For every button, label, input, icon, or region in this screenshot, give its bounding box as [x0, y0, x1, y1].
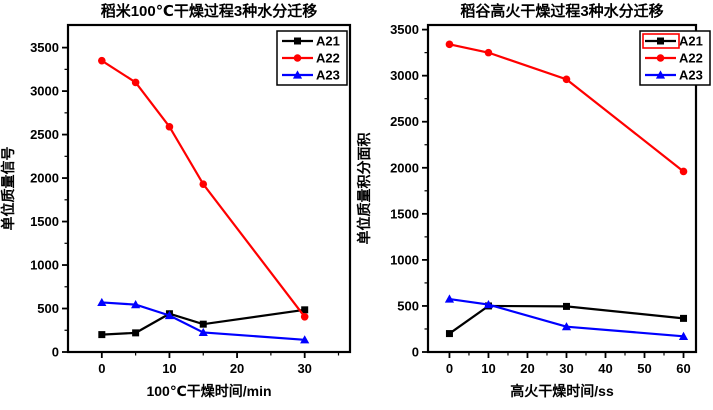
- x-tick-label: 60: [676, 361, 690, 376]
- y-tick-label: 500: [37, 301, 59, 316]
- series-line-A22: [101, 59, 306, 318]
- y-tick-label: 1500: [30, 214, 59, 229]
- marker-circle: [300, 312, 309, 321]
- series-line-A22: [449, 43, 685, 173]
- y-tick-label: 2000: [390, 160, 419, 175]
- marker-triangle: [131, 300, 141, 309]
- marker-circle: [165, 122, 174, 131]
- x-axis-label: 高火干燥时间/ss: [510, 383, 614, 399]
- series-A21: [445, 302, 688, 338]
- marker-triangle: [483, 299, 494, 309]
- legend: A21 A22 A23: [276, 30, 348, 86]
- x-tick-label: 30: [297, 361, 311, 376]
- marker-circle: [293, 54, 302, 62]
- marker-circle: [679, 167, 688, 176]
- marker-circle: [445, 40, 454, 49]
- legend-label-A22: A22: [316, 51, 340, 66]
- series-line-A21: [448, 304, 684, 335]
- legend-entry-A23: A23: [645, 68, 703, 83]
- y-tick-label: 2500: [30, 127, 59, 142]
- chart-panel-right: 稻谷高火干燥过程3种水分迁移 0 10 20 30 40 50 60 0 500 1000 1500 2…: [356, 0, 713, 410]
- legend-label-A23: A23: [316, 68, 340, 83]
- x-tick-label: 10: [162, 361, 176, 376]
- y-tick-label: 500: [397, 298, 419, 313]
- legend-label-A22: A22: [679, 51, 703, 66]
- series-line-A23: [449, 297, 684, 338]
- marker-square: [199, 320, 207, 328]
- x-tick-label: 0: [98, 361, 105, 376]
- legend-entry-A22: A22: [645, 51, 703, 66]
- y-axis-label: 单位质量积分面积: [356, 133, 372, 245]
- marker-square: [680, 314, 688, 322]
- legend-label-A21: A21: [316, 34, 340, 49]
- marker-triangle: [198, 327, 208, 337]
- legend-entry-A23: A23: [282, 68, 340, 83]
- x-tick-label: 50: [637, 361, 651, 376]
- y-tick-label: 2000: [30, 171, 59, 186]
- series-A22: [98, 56, 309, 321]
- marker-circle: [98, 56, 106, 65]
- marker-square: [445, 330, 453, 338]
- marker-triangle: [97, 297, 107, 307]
- legend-entry-A21: A21: [642, 33, 703, 49]
- marker-triangle: [561, 322, 572, 331]
- y-tick-label: 1000: [390, 252, 419, 267]
- marker-circle: [199, 180, 208, 188]
- marker-triangle: [300, 335, 310, 344]
- legend-highlight-box: [642, 33, 680, 49]
- marker-triangle: [678, 331, 689, 340]
- x-axis-label: 100℃干燥时间/min: [146, 383, 271, 399]
- marker-square: [657, 37, 664, 45]
- x-tick-label: 40: [598, 361, 612, 376]
- x-tick-label: 20: [520, 361, 534, 376]
- marker-triangle: [164, 310, 175, 320]
- chart-panel-left: 稻米100℃干燥过程3种水分迁移 0 10 20 30 0 500 1000 1500 2000 2…: [0, 0, 356, 410]
- y-tick-label: 3500: [30, 40, 59, 55]
- y-axis-label: 单位质量信号: [0, 147, 16, 231]
- series-A23: [97, 297, 310, 344]
- marker-circle: [656, 54, 665, 62]
- marker-square: [301, 306, 309, 314]
- y-tick-label: 2500: [390, 114, 419, 129]
- y-tick-label: 1000: [30, 258, 59, 273]
- chart-title: 稻米100℃干燥过程3种水分迁移: [101, 2, 318, 20]
- marker-square: [294, 37, 301, 45]
- marker-triangle: [655, 70, 666, 79]
- series-A22: [445, 40, 688, 176]
- x-tick-label: 30: [559, 361, 573, 376]
- y-tick-label: 1500: [390, 206, 419, 221]
- plot-frame: [426, 23, 698, 354]
- y-tick-label: 0: [412, 345, 419, 360]
- chart-title: 稻谷高火干燥过程3种水分迁移: [460, 2, 663, 20]
- marker-triangle: [292, 70, 303, 79]
- series-A23: [444, 294, 689, 340]
- x-tick-label: 20: [230, 361, 244, 376]
- marker-square: [132, 329, 140, 337]
- y-tick-label: 3000: [390, 68, 419, 83]
- left-chart-canvas: 稻米100℃干燥过程3种水分迁移 0 10 20 30 0 500 1000 1500 2000 2…: [0, 2, 352, 399]
- marker-circle: [562, 75, 571, 84]
- right-chart-canvas: 稻谷高火干燥过程3种水分迁移 0 10 20 30 40 50 60 0 500 1000 1500 2…: [356, 2, 711, 399]
- marker-circle: [131, 78, 140, 87]
- legend-entry-A21: A21: [282, 34, 340, 49]
- x-tick-label: 10: [481, 361, 495, 376]
- legend-entry-A22: A22: [282, 51, 340, 66]
- marker-circle: [484, 48, 493, 57]
- x-tick-label: 0: [446, 361, 453, 376]
- y-tick-label: 0: [52, 345, 59, 360]
- y-tick-label: 3000: [30, 84, 59, 99]
- legend-label-A23: A23: [679, 68, 703, 83]
- legend: A21 A22 A23: [639, 30, 711, 86]
- y-tick-label: 3500: [390, 22, 419, 37]
- legend-label-A21: A21: [679, 34, 703, 49]
- marker-triangle: [444, 294, 455, 303]
- marker-square: [98, 331, 106, 339]
- plot-frame: [66, 23, 352, 354]
- marker-square: [562, 302, 570, 310]
